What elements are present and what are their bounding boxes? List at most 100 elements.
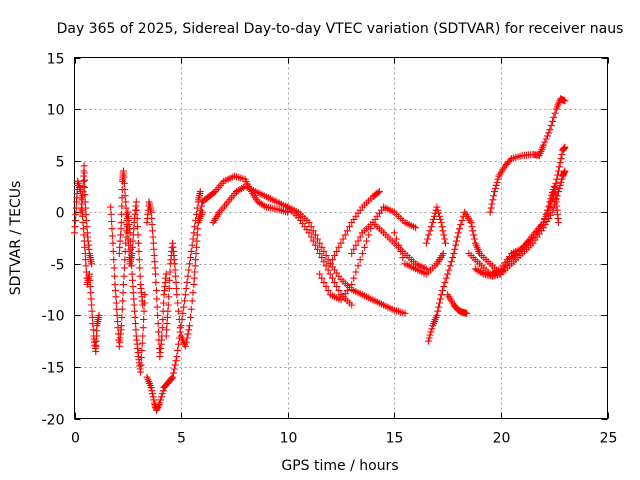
data-point bbox=[134, 231, 142, 239]
data-point bbox=[187, 254, 194, 262]
data-point bbox=[311, 231, 319, 239]
data-point bbox=[333, 283, 341, 290]
data-point bbox=[109, 239, 117, 247]
data-point bbox=[81, 198, 89, 206]
data-point bbox=[171, 260, 179, 268]
data-point bbox=[119, 289, 127, 297]
data-point bbox=[81, 243, 89, 251]
data-point bbox=[181, 297, 188, 305]
data-point bbox=[449, 254, 457, 262]
data-point bbox=[540, 141, 547, 149]
data-point bbox=[489, 196, 497, 204]
data-point bbox=[191, 268, 199, 276]
data-point bbox=[469, 227, 477, 235]
data-point bbox=[154, 311, 162, 319]
data-point bbox=[159, 316, 167, 323]
data-point bbox=[174, 299, 182, 307]
data-point bbox=[314, 245, 321, 253]
data-point bbox=[375, 188, 383, 196]
data-point bbox=[81, 184, 89, 191]
data-point bbox=[356, 233, 364, 241]
chart-title: Day 365 of 2025, Sidereal Day-to-day VTE… bbox=[57, 21, 624, 37]
data-point bbox=[111, 272, 119, 280]
data-point bbox=[305, 229, 313, 237]
data-point bbox=[156, 399, 164, 407]
data-point bbox=[128, 270, 136, 278]
data-point bbox=[71, 223, 79, 231]
data-point bbox=[454, 229, 462, 237]
data-point bbox=[436, 299, 443, 307]
data-point bbox=[433, 311, 441, 319]
data-point bbox=[195, 214, 203, 222]
data-point bbox=[193, 231, 201, 239]
data-point bbox=[412, 224, 420, 232]
y-tick-label: 10 bbox=[47, 103, 65, 119]
y-tick-label: 5 bbox=[56, 155, 65, 171]
data-point bbox=[135, 239, 142, 247]
data-point bbox=[118, 305, 126, 313]
data-point bbox=[140, 307, 148, 315]
data-point bbox=[329, 274, 336, 282]
data-point bbox=[426, 331, 434, 339]
data-point bbox=[180, 303, 188, 311]
data-point bbox=[543, 132, 551, 140]
data-point bbox=[549, 117, 556, 125]
data-point bbox=[363, 237, 371, 245]
data-point bbox=[512, 251, 520, 258]
data-point bbox=[147, 384, 155, 392]
data-point bbox=[89, 326, 97, 334]
data-point bbox=[441, 235, 449, 243]
data-point bbox=[174, 346, 182, 354]
data-point bbox=[147, 208, 155, 216]
data-point bbox=[130, 225, 138, 233]
data-point bbox=[121, 186, 129, 193]
data-point bbox=[164, 313, 171, 321]
data-point bbox=[130, 301, 138, 309]
data-point bbox=[490, 192, 498, 200]
data-point bbox=[434, 206, 442, 214]
data-point bbox=[157, 396, 165, 404]
data-point bbox=[348, 250, 356, 257]
data-point bbox=[422, 239, 430, 247]
data-point bbox=[133, 214, 141, 222]
data-point bbox=[120, 173, 128, 181]
data-point bbox=[119, 297, 127, 305]
data-point bbox=[82, 204, 90, 212]
data-point bbox=[107, 203, 115, 211]
data-point bbox=[124, 229, 132, 237]
data-point bbox=[555, 185, 563, 192]
data-point bbox=[108, 225, 116, 233]
data-point bbox=[494, 175, 502, 183]
data-point bbox=[488, 200, 496, 208]
data-point bbox=[137, 354, 145, 362]
data-point bbox=[374, 189, 382, 197]
data-point bbox=[183, 278, 191, 286]
data-point bbox=[115, 250, 123, 257]
data-point bbox=[95, 311, 103, 319]
data-point bbox=[117, 322, 125, 330]
data-point bbox=[129, 243, 136, 251]
data-point bbox=[163, 326, 171, 334]
data-point bbox=[365, 231, 373, 239]
data-point bbox=[169, 373, 177, 381]
x-tick-label: 20 bbox=[493, 431, 511, 447]
data-point bbox=[444, 270, 452, 278]
data-point bbox=[117, 225, 125, 233]
data-point bbox=[129, 237, 137, 245]
data-point bbox=[401, 309, 409, 317]
data-point bbox=[175, 307, 182, 315]
data-point bbox=[397, 247, 405, 255]
data-point bbox=[341, 231, 349, 239]
data-point bbox=[348, 280, 356, 288]
data-point bbox=[326, 270, 334, 278]
data-point bbox=[172, 272, 180, 280]
data-point bbox=[166, 276, 174, 284]
data-point bbox=[130, 295, 138, 303]
data-point bbox=[439, 250, 447, 257]
data-point bbox=[112, 299, 120, 307]
data-point bbox=[192, 256, 200, 264]
data-point bbox=[88, 313, 96, 321]
data-point bbox=[193, 237, 201, 245]
data-point bbox=[453, 237, 461, 245]
data-point bbox=[337, 239, 345, 247]
